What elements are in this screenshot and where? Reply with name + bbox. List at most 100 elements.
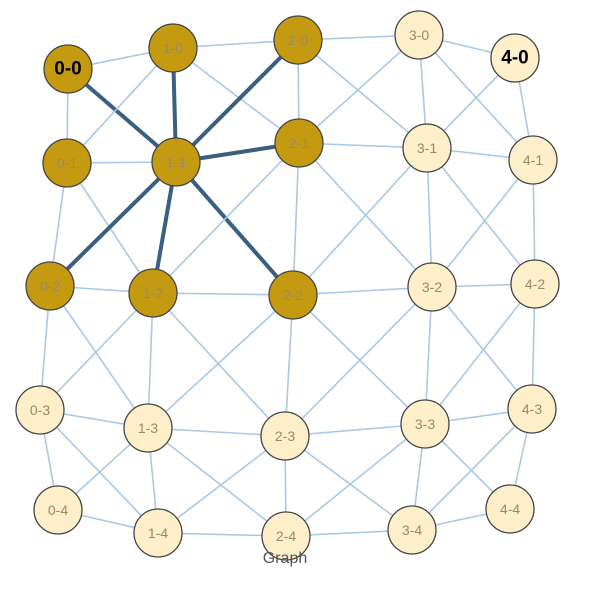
node-3-0[interactable]: 3-0 bbox=[394, 10, 444, 60]
edge-3-2-2-3 bbox=[284, 286, 433, 437]
node-circle-4-0[interactable] bbox=[490, 33, 540, 83]
edge-2-1-1-2 bbox=[152, 142, 300, 294]
node-circle-2-0[interactable] bbox=[273, 15, 323, 65]
node-2-3[interactable]: 2-3 bbox=[260, 411, 310, 461]
node-layer: 0-0 1-0 2-0 3-0 4-0 0-1 1-1 2-1 3-1 4-1 0-2 1-2 2-2 3… bbox=[15, 10, 560, 561]
node-2-1[interactable]: 2-1 bbox=[274, 118, 324, 168]
node-label-3-4: 3-4 bbox=[402, 522, 422, 538]
node-circle-4-2[interactable] bbox=[510, 259, 560, 309]
edge-3-2-4-3 bbox=[431, 286, 533, 410]
node-4-0[interactable]: 4-0 bbox=[490, 33, 540, 83]
node-label-3-1: 3-1 bbox=[417, 140, 437, 156]
edge-2-0-3-1 bbox=[297, 39, 428, 149]
node-circle-2-1[interactable] bbox=[274, 118, 324, 168]
node-circle-1-2[interactable] bbox=[128, 268, 178, 318]
node-circle-4-3[interactable] bbox=[507, 384, 557, 434]
edge-0-3-1-4 bbox=[39, 409, 159, 534]
node-2-4[interactable]: 2-4 bbox=[261, 511, 311, 561]
node-label-1-0: 1-0 bbox=[163, 40, 183, 56]
node-0-1[interactable]: 0-1 bbox=[42, 138, 92, 188]
node-1-3[interactable]: 1-3 bbox=[123, 403, 173, 453]
node-circle-3-0[interactable] bbox=[394, 10, 444, 60]
node-1-2[interactable]: 1-2 bbox=[128, 268, 178, 318]
node-label-2-2: 2-2 bbox=[283, 287, 303, 303]
node-2-0[interactable]: 2-0 bbox=[273, 15, 323, 65]
edge-2-3-3-4 bbox=[284, 435, 413, 531]
node-circle-0-4[interactable] bbox=[33, 485, 83, 535]
edge-1-0-2-1 bbox=[172, 47, 300, 144]
node-label-4-4: 4-4 bbox=[500, 501, 520, 517]
node-label-0-3: 0-3 bbox=[30, 402, 50, 418]
edge-1-0-0-1 bbox=[66, 47, 174, 164]
node-0-0[interactable]: 0-0 bbox=[43, 44, 93, 94]
node-label-4-0: 4-0 bbox=[501, 48, 528, 69]
node-label-0-0: 0-0 bbox=[54, 59, 81, 80]
node-circle-1-0[interactable] bbox=[148, 23, 198, 73]
node-label-2-3: 2-3 bbox=[275, 428, 295, 444]
node-circle-3-2[interactable] bbox=[407, 262, 457, 312]
node-circle-1-1[interactable] bbox=[151, 137, 201, 187]
node-circle-2-2[interactable] bbox=[268, 270, 318, 320]
node-circle-1-3[interactable] bbox=[123, 403, 173, 453]
edge-3-1-4-2 bbox=[426, 147, 536, 285]
node-2-2[interactable]: 2-2 bbox=[268, 270, 318, 320]
node-4-3[interactable]: 4-3 bbox=[507, 384, 557, 434]
node-3-1[interactable]: 3-1 bbox=[402, 123, 452, 173]
node-circle-3-3[interactable] bbox=[400, 399, 450, 449]
edge-4-2-3-3 bbox=[424, 283, 536, 425]
node-0-2[interactable]: 0-2 bbox=[25, 261, 75, 311]
edge-3-1-2-2 bbox=[292, 147, 428, 296]
node-0-4[interactable]: 0-4 bbox=[33, 485, 83, 535]
node-label-2-0: 2-0 bbox=[288, 32, 308, 48]
node-circle-0-2[interactable] bbox=[25, 261, 75, 311]
edge-2-2-3-3 bbox=[292, 294, 426, 425]
node-label-4-2: 4-2 bbox=[525, 276, 545, 292]
node-circle-0-1[interactable] bbox=[42, 138, 92, 188]
node-4-1[interactable]: 4-1 bbox=[508, 135, 558, 185]
node-label-2-1: 2-1 bbox=[289, 135, 309, 151]
node-1-0[interactable]: 1-0 bbox=[148, 23, 198, 73]
node-3-2[interactable]: 3-2 bbox=[407, 262, 457, 312]
node-1-1[interactable]: 1-1 bbox=[151, 137, 201, 187]
node-circle-4-4[interactable] bbox=[485, 484, 535, 534]
node-label-0-1: 0-1 bbox=[57, 155, 77, 171]
node-label-4-1: 4-1 bbox=[523, 152, 543, 168]
edge-2-2-1-3 bbox=[147, 294, 294, 429]
node-0-3[interactable]: 0-3 bbox=[15, 385, 65, 435]
edge-0-2-1-3 bbox=[49, 285, 149, 429]
node-label-1-3: 1-3 bbox=[138, 420, 158, 436]
node-label-3-2: 3-2 bbox=[422, 279, 442, 295]
node-circle-4-1[interactable] bbox=[508, 135, 558, 185]
edge-3-3-2-4 bbox=[285, 423, 426, 537]
edge-1-1-0-2 bbox=[48, 160, 178, 288]
node-label-1-2: 1-2 bbox=[143, 285, 163, 301]
node-label-2-4: 2-4 bbox=[276, 528, 296, 544]
graph-caption: Graph bbox=[262, 550, 308, 567]
node-circle-1-4[interactable] bbox=[133, 508, 183, 558]
edge-3-0-2-1 bbox=[298, 34, 420, 144]
node-circle-3-4[interactable] bbox=[387, 505, 437, 555]
node-4-4[interactable]: 4-4 bbox=[485, 484, 535, 534]
edge-4-1-3-2 bbox=[431, 159, 534, 288]
node-circle-0-3[interactable] bbox=[15, 385, 65, 435]
node-circle-2-4[interactable] bbox=[261, 511, 311, 561]
node-label-3-0: 3-0 bbox=[409, 27, 429, 43]
node-label-1-1: 1-1 bbox=[166, 154, 186, 170]
node-3-4[interactable]: 3-4 bbox=[387, 505, 437, 555]
edge-1-3-2-4 bbox=[147, 427, 287, 537]
edge-1-2-2-3 bbox=[152, 292, 286, 437]
node-3-3[interactable]: 3-3 bbox=[400, 399, 450, 449]
node-label-4-3: 4-3 bbox=[522, 401, 542, 417]
node-circle-2-3[interactable] bbox=[260, 411, 310, 461]
node-4-2[interactable]: 4-2 bbox=[510, 259, 560, 309]
node-circle-0-0[interactable] bbox=[43, 44, 93, 94]
edge-1-1-2-2 bbox=[174, 160, 295, 297]
edge-4-3-3-4 bbox=[411, 408, 533, 531]
edge-1-2-0-3 bbox=[39, 292, 154, 411]
node-1-4[interactable]: 1-4 bbox=[133, 508, 183, 558]
node-circle-3-1[interactable] bbox=[402, 123, 452, 173]
edge-2-1-2-2 bbox=[292, 142, 300, 296]
node-label-0-2: 0-2 bbox=[40, 278, 60, 294]
